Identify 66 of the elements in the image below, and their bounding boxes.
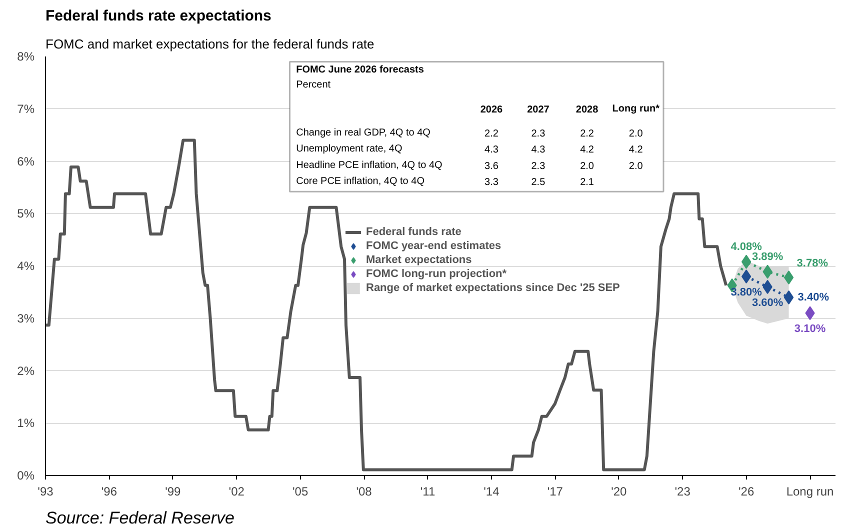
x-tick-label: '26 xyxy=(738,484,754,498)
legend-label: FOMC year-end estimates xyxy=(366,239,502,253)
x-tick-label: '99 xyxy=(165,484,182,498)
annotation: Headline PCE inflation, 4Q to 4Q xyxy=(296,160,443,171)
annotation: Change in real GDP, 4Q to 4Q xyxy=(296,127,431,138)
annotation: 2.1 xyxy=(580,177,594,188)
y-tick-label: 0% xyxy=(17,468,35,482)
annotation: 2.2 xyxy=(484,128,499,140)
chart-subtitle: FOMC and market expectations for the federal funds rate xyxy=(46,36,374,52)
annotation: 2.3 xyxy=(531,160,546,172)
data-label: 3.89% xyxy=(752,250,784,263)
legend-label: Federal funds rate xyxy=(366,225,462,239)
x-tick-label: '96 xyxy=(101,484,118,498)
y-tick-label: 7% xyxy=(17,102,35,116)
annotation: 2.0 xyxy=(580,160,594,172)
chart-title: Federal funds rate expectations xyxy=(46,8,272,24)
annotation: 4.2 xyxy=(580,144,594,156)
data-label: 3.80% xyxy=(730,286,762,298)
x-tick-label: '08 xyxy=(356,484,372,498)
x-tick-label: '93 xyxy=(38,484,54,498)
source-note: Source: Federal Reserve xyxy=(46,508,234,528)
annotation: 2.0 xyxy=(628,160,644,172)
annotation: 2.3 xyxy=(531,128,546,140)
x-tick-label: '05 xyxy=(292,484,308,498)
x-tick-label: '14 xyxy=(484,484,500,498)
y-tick-label: 5% xyxy=(17,206,35,221)
x-tick-label: Long run xyxy=(786,484,834,498)
x-tick-label: '11 xyxy=(420,484,436,498)
x-tick-label: '02 xyxy=(228,484,245,498)
annotation: 3.6 xyxy=(484,160,499,172)
annotation: 4.2 xyxy=(628,144,644,156)
data-label: 3.78% xyxy=(796,258,828,270)
point xyxy=(741,254,752,269)
x-tick-label: '20 xyxy=(611,484,628,498)
point xyxy=(741,269,752,284)
point xyxy=(784,270,794,285)
y-tick-label: 3% xyxy=(17,311,35,326)
annotation: 2026 xyxy=(480,104,504,116)
y-tick-label: 1% xyxy=(17,416,35,430)
data-label: 3.10% xyxy=(794,323,826,336)
x-tick-label: '17 xyxy=(547,484,564,498)
annotation: 2027 xyxy=(527,104,550,116)
y-tick-label: 4% xyxy=(17,259,35,273)
y-tick-label: 2% xyxy=(17,364,35,378)
annotation: 2028 xyxy=(576,104,599,116)
annotation: FOMC June 2026 forecasts xyxy=(296,64,424,76)
annotation: 2.5 xyxy=(531,177,546,188)
x-tick-label: '23 xyxy=(674,484,691,498)
annotation: 2.2 xyxy=(580,128,594,140)
annotation: 3.3 xyxy=(484,177,499,188)
annotation: 4.3 xyxy=(484,144,499,156)
y-tick-label: 6% xyxy=(17,154,35,168)
annotation: 2.0 xyxy=(628,128,644,140)
y-tick-label: 8% xyxy=(17,50,35,64)
annotation: Percent xyxy=(296,79,331,90)
legend-label: Range of market expectations since Dec '25 SEP xyxy=(366,281,620,295)
point xyxy=(784,290,794,304)
data-label: 4.08% xyxy=(730,240,762,253)
annotation: 4.3 xyxy=(531,144,546,156)
data-label: 3.60% xyxy=(752,296,784,309)
legend-label: FOMC long-run projection* xyxy=(366,267,507,281)
annotation: Long run* xyxy=(612,103,660,114)
legend-label: Market expectations xyxy=(366,253,472,267)
annotation: Core PCE inflation, 4Q to 4Q xyxy=(296,176,425,188)
data-label: 3.40% xyxy=(798,291,830,304)
annotation: Unemployment rate, 4Q xyxy=(296,144,402,155)
